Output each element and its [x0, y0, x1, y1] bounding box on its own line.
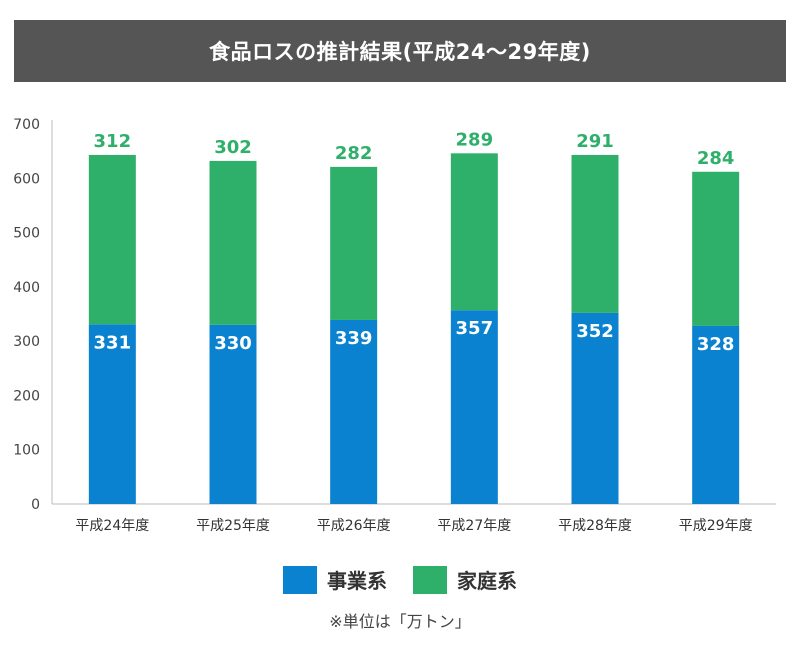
legend-label-household: 家庭系	[457, 569, 517, 593]
stacked-bar-chart: 0 100 200 300 400 500 600 700 331 312 平成24年度 330 302…	[13, 117, 776, 534]
y-tick-label: 500	[13, 226, 40, 242]
bar-household	[209, 160, 257, 325]
legend-swatch-household	[413, 565, 447, 594]
bar-household	[450, 153, 498, 311]
legend-item-business: 事業系	[283, 565, 387, 594]
y-tick-label: 200	[13, 388, 40, 404]
bar-business	[450, 310, 498, 504]
y-tick-label: 0	[31, 497, 40, 513]
bar-household	[88, 154, 136, 325]
legend-swatch-business	[283, 565, 317, 594]
data-label-household: 282	[335, 143, 373, 164]
y-tick-label: 100	[13, 443, 40, 459]
data-label-business: 328	[697, 334, 735, 355]
bar-business	[692, 325, 740, 504]
data-label-business: 352	[576, 321, 614, 342]
data-label-household: 291	[576, 131, 614, 152]
chart-title: 食品ロスの推計結果(平成24〜29年度)	[14, 20, 786, 82]
bar-business	[88, 324, 136, 504]
data-label-household: 284	[697, 148, 735, 169]
data-label-business: 357	[456, 318, 494, 339]
bar-business	[330, 319, 378, 504]
bar-business	[209, 324, 257, 504]
x-tick-label: 平成24年度	[75, 518, 149, 534]
x-tick-label: 平成29年度	[679, 518, 753, 534]
data-label-household: 289	[456, 129, 494, 150]
data-label-household: 312	[94, 131, 132, 152]
x-tick-label: 平成28年度	[558, 518, 632, 534]
y-tick-label: 300	[13, 334, 40, 350]
x-tick-label: 平成27年度	[437, 518, 511, 534]
y-tick-label: 600	[13, 171, 40, 187]
data-label-business: 339	[335, 328, 373, 349]
bar-household	[692, 171, 740, 326]
legend: 事業系 家庭系	[0, 565, 800, 594]
legend-item-household: 家庭系	[413, 565, 517, 594]
bar-household	[330, 166, 378, 320]
x-tick-label: 平成26年度	[317, 518, 391, 534]
bar-business	[571, 312, 619, 504]
bar-household	[571, 154, 619, 313]
legend-label-business: 事業系	[327, 569, 387, 593]
data-label-business: 330	[214, 333, 252, 354]
y-tick-label: 700	[13, 117, 40, 133]
data-label-household: 302	[214, 137, 252, 158]
unit-note: ※単位は「万トン」	[329, 612, 471, 631]
y-tick-label: 400	[13, 280, 40, 296]
x-tick-label: 平成25年度	[196, 518, 270, 534]
data-label-business: 331	[94, 332, 132, 353]
